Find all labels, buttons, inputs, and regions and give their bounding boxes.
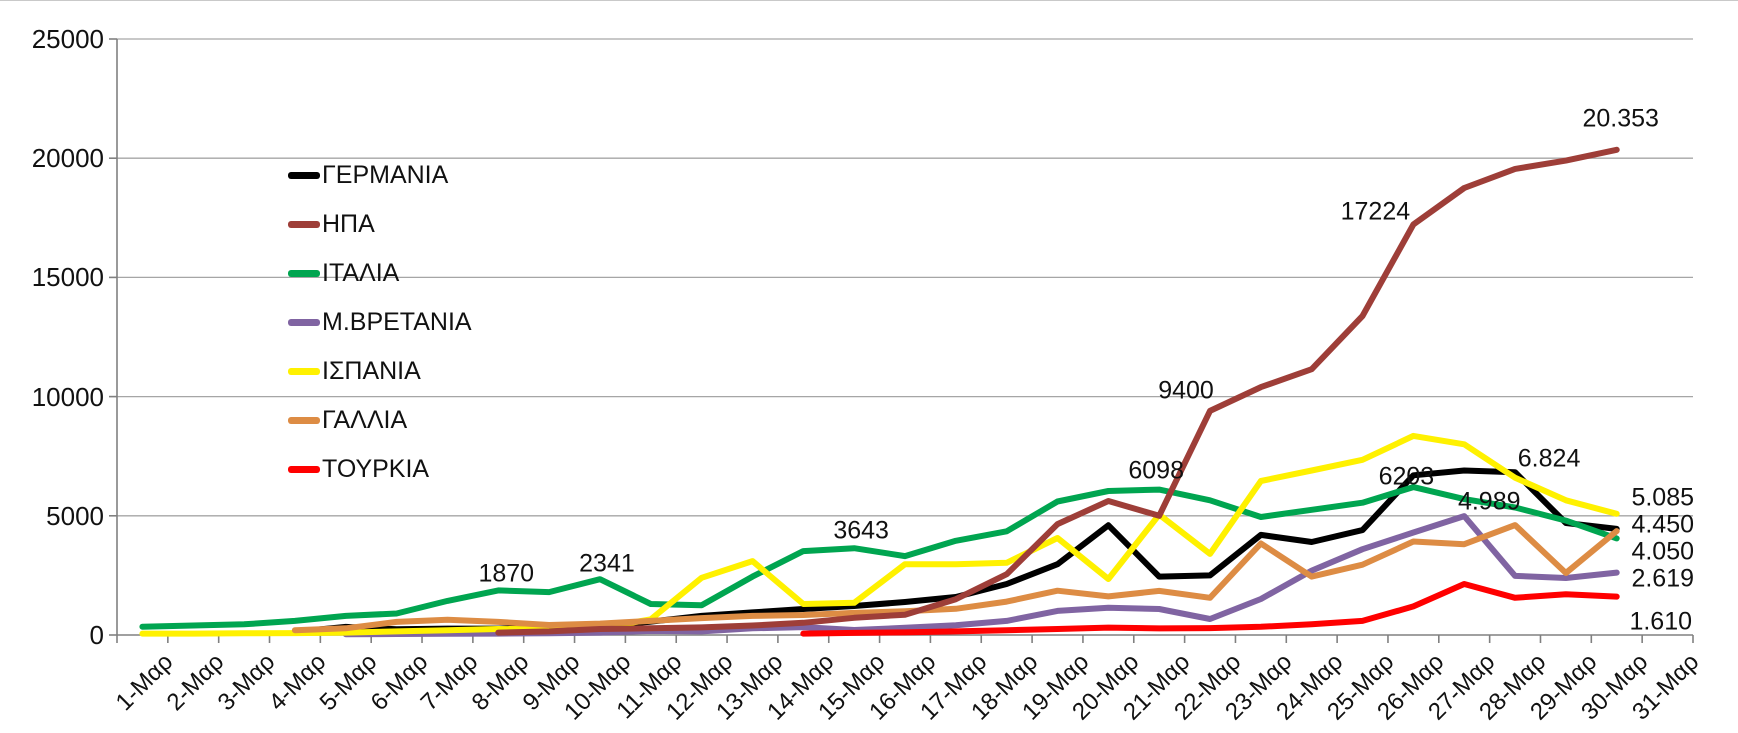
legend-label: ΓΕΡΜΑΝΙΑ <box>322 161 449 189</box>
series-line-ΓΑΛΛΙΑ <box>291 522 1620 634</box>
y-axis-label: 15000 <box>31 262 104 293</box>
legend-label: ΤΟΥΡΚΙΑ <box>322 455 430 483</box>
legend-item-ΙΤΑΛΙΑ: ΙΤΑΛΙΑ <box>288 249 472 298</box>
data-label-Μ.ΒΡΕΤΑΝΙΑ-4.989: 4.989 <box>1457 487 1521 516</box>
data-label-ΤΟΥΡΚΙΑ-1.610: 1.610 <box>1629 607 1693 636</box>
legend-item-ΙΣΠΑΝΙΑ: ΙΣΠΑΝΙΑ <box>288 347 472 396</box>
data-label-ΗΠΑ-20.353: 20.353 <box>1582 104 1659 133</box>
data-label-ΙΤΑΛΙΑ-4.050: 4.050 <box>1631 537 1695 566</box>
y-axis-label: 25000 <box>31 24 104 54</box>
y-axis-label: 10000 <box>31 381 104 412</box>
legend-item-Μ.ΒΡΕΤΑΝΙΑ: Μ.ΒΡΕΤΑΝΙΑ <box>288 298 472 347</box>
data-label-ΙΣΠΑΝΙΑ-5.085: 5.085 <box>1631 483 1695 512</box>
legend-swatch <box>288 221 320 228</box>
data-label-ΓΕΡΜΑΝΙΑ-6.824: 6.824 <box>1517 444 1581 473</box>
data-label-ΗΠΑ-9400: 9400 <box>1158 376 1214 405</box>
legend-swatch <box>288 172 320 179</box>
data-label-ΙΤΑΛΙΑ-6203: 6203 <box>1378 462 1435 491</box>
series-line-ΤΟΥΡΚΙΑ <box>800 581 1620 637</box>
legend-label: ΙΤΑΛΙΑ <box>322 259 400 287</box>
y-axis-label: 0 <box>89 620 104 650</box>
legend-swatch <box>288 466 320 473</box>
legend-label: Μ.ΒΡΕΤΑΝΙΑ <box>322 308 472 336</box>
legend-swatch <box>288 417 320 424</box>
data-label-ΙΤΑΛΙΑ-2341: 2341 <box>579 549 635 578</box>
legend-item-ΓΑΛΛΙΑ: ΓΑΛΛΙΑ <box>288 396 472 445</box>
legend-item-ΤΟΥΡΚΙΑ: ΤΟΥΡΚΙΑ <box>288 445 472 494</box>
data-label-ΗΠΑ-17224: 17224 <box>1340 197 1411 226</box>
series-line-ΗΠΑ <box>495 146 1620 636</box>
legend-item-ΗΠΑ: ΗΠΑ <box>288 200 472 249</box>
data-label-ΓΕΡΜΑΝΙΑ-4.450: 4.450 <box>1631 510 1695 539</box>
legend-label: ΓΑΛΛΙΑ <box>322 406 408 434</box>
y-axis-label: 5000 <box>46 500 104 531</box>
data-label-Μ.ΒΡΕΤΑΝΙΑ-2.619: 2.619 <box>1631 564 1695 593</box>
legend-label: ΗΠΑ <box>322 210 375 238</box>
legend-item-ΓΕΡΜΑΝΙΑ: ΓΕΡΜΑΝΙΑ <box>288 151 472 200</box>
data-label-ΙΤΑΛΙΑ-3643: 3643 <box>833 516 889 545</box>
legend-swatch <box>288 319 320 326</box>
y-axis-label: 20000 <box>31 143 104 174</box>
data-label-ΙΤΑΛΙΑ-1870: 1870 <box>478 559 535 588</box>
series-line-ΙΣΠΑΝΙΑ <box>139 432 1620 637</box>
legend-swatch <box>288 368 320 375</box>
data-label-ΙΤΑΛΙΑ-6098: 6098 <box>1128 456 1184 485</box>
legend-label: ΙΣΠΑΝΙΑ <box>322 357 421 385</box>
legend: ΓΕΡΜΑΝΙΑ ΗΠΑ ΙΤΑΛΙΑ Μ.ΒΡΕΤΑΝΙΑ ΙΣΠΑΝΙΑ ΓΑΛΛΙΑ… <box>288 151 472 494</box>
series-line-ΙΤΑΛΙΑ <box>139 484 1620 630</box>
legend-swatch <box>288 270 320 277</box>
